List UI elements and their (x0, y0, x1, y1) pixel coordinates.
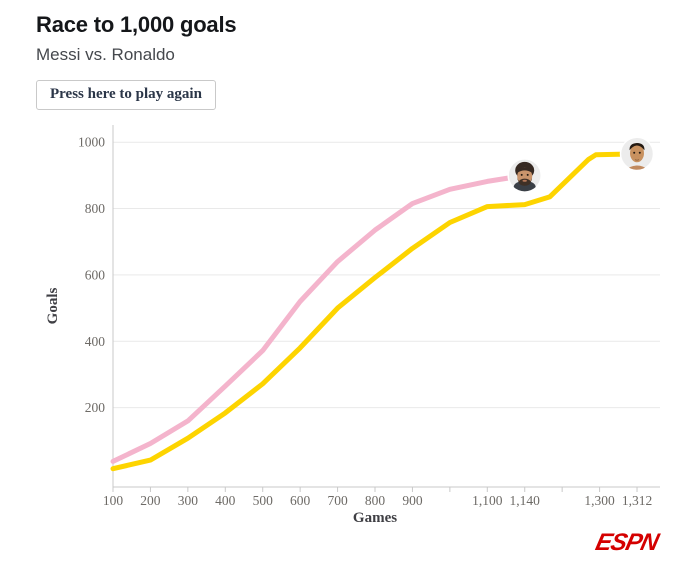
svg-text:1,140: 1,140 (510, 493, 541, 508)
page-subtitle: Messi vs. Ronaldo (36, 45, 175, 64)
svg-text:300: 300 (178, 493, 199, 508)
svg-text:200: 200 (85, 400, 106, 415)
svg-text:900: 900 (402, 493, 423, 508)
svg-text:400: 400 (215, 493, 236, 508)
svg-text:200: 200 (140, 493, 161, 508)
svg-text:1000: 1000 (78, 135, 105, 150)
messi-line (110, 172, 528, 464)
y-gridlines (113, 141, 660, 409)
play-again-button[interactable]: Press here to play again (36, 80, 216, 110)
x-ticks (112, 487, 638, 492)
messi-avatar (507, 158, 542, 193)
svg-text:1,300: 1,300 (584, 493, 615, 508)
svg-text:600: 600 (290, 493, 311, 508)
goals-axis-label: Goals (45, 288, 61, 325)
svg-text:400: 400 (85, 334, 106, 349)
svg-text:600: 600 (85, 267, 106, 282)
svg-text:100: 100 (103, 493, 124, 508)
x-tick-labels: 100 200 300 400 500 600 700 800 900 1,100 1,140 1,3… (103, 493, 652, 508)
svg-text:500: 500 (253, 493, 274, 508)
ronaldo-line (110, 151, 640, 472)
y-tick-labels: 200 400 600 800 1000 (78, 135, 105, 415)
ronaldo-avatar (619, 136, 655, 172)
espn-logo: ESPN (592, 529, 661, 556)
svg-text:700: 700 (327, 493, 348, 508)
page-title: Race to 1,000 goals (36, 12, 237, 37)
svg-text:1,312: 1,312 (622, 493, 652, 508)
svg-text:800: 800 (85, 201, 106, 216)
games-axis-label: Games (353, 510, 397, 526)
svg-text:1,100: 1,100 (472, 493, 503, 508)
svg-text:800: 800 (365, 493, 386, 508)
